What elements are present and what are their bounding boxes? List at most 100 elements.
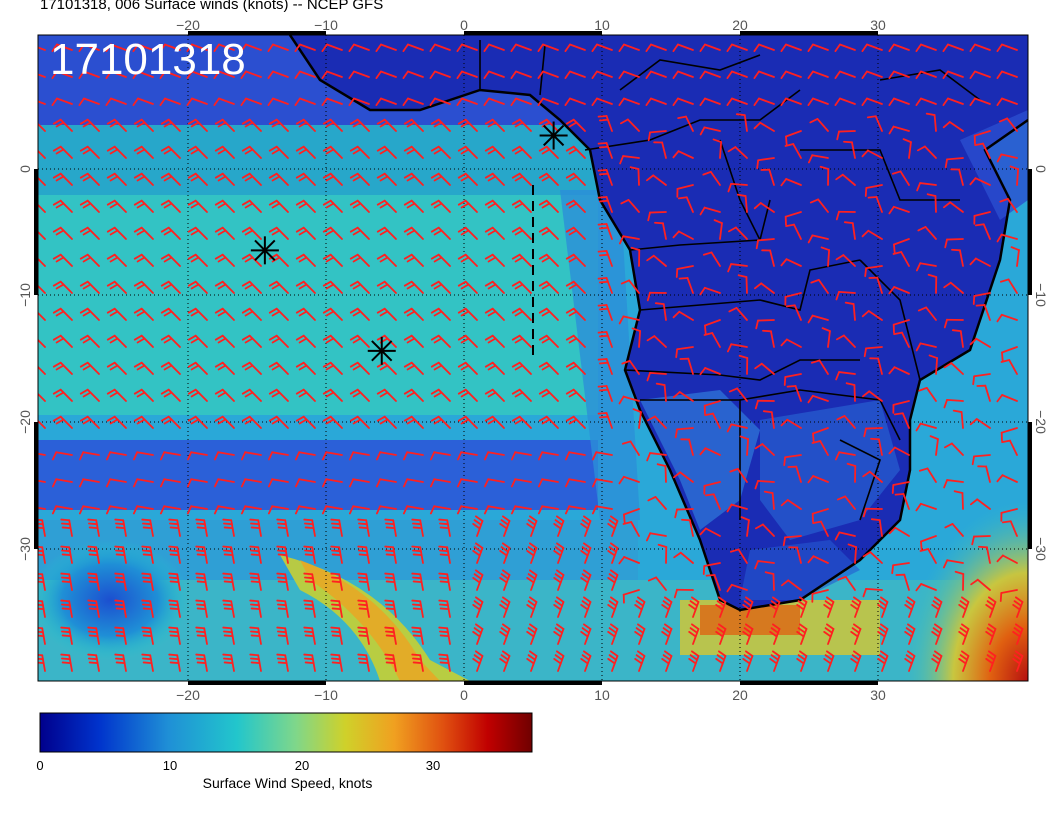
- wind-barb: [788, 546, 802, 564]
- wind-barb: [728, 387, 748, 402]
- wind-barb: [672, 70, 694, 79]
- wind-barb: [106, 280, 127, 294]
- wind-barb: [303, 599, 316, 618]
- wind-barb: [168, 572, 181, 591]
- wind-barb: [680, 438, 694, 456]
- wind-barb: [969, 177, 991, 186]
- wind-barb: [761, 249, 775, 267]
- wind-barb: [429, 43, 451, 52]
- lat-tick-right-4: −30: [1033, 537, 1049, 561]
- wind-barb: [834, 451, 856, 461]
- wind-barb: [430, 334, 451, 348]
- wind-barb: [303, 653, 316, 672]
- wind-barb: [688, 650, 700, 672]
- wind-barb: [214, 307, 235, 321]
- wind-barb: [996, 554, 1018, 564]
- wind-barb: [597, 412, 613, 429]
- wind-barb: [376, 253, 397, 267]
- lon-tick-bottom-6: 30: [870, 687, 886, 703]
- lon-tick-bottom-5: 20: [732, 687, 748, 703]
- wind-barb: [850, 596, 862, 618]
- wind-barb: [811, 508, 829, 523]
- wind-barb: [702, 170, 721, 186]
- wind-barb: [699, 97, 721, 106]
- wind-barb: [214, 415, 235, 429]
- wind-barb: [785, 304, 802, 321]
- wind-barb: [403, 361, 424, 375]
- wind-barb: [132, 70, 154, 79]
- wind-barb: [780, 258, 802, 267]
- wind-barb: [769, 623, 781, 645]
- wind-barb: [655, 382, 667, 402]
- wind-barb: [510, 70, 532, 79]
- wind-barb: [699, 126, 721, 136]
- wind-barb: [785, 130, 802, 146]
- wind-barb: [321, 70, 343, 79]
- wind-barb: [457, 361, 478, 375]
- coastlines: [288, 35, 1028, 612]
- wind-barb: [969, 418, 991, 429]
- wind-barb: [888, 286, 910, 295]
- wind-barb: [457, 199, 478, 213]
- wind-barb: [699, 206, 721, 216]
- lon-tick-bottom-3: 0: [460, 687, 468, 703]
- wind-barb: [105, 43, 127, 52]
- wind-barb: [836, 130, 856, 141]
- wind-barb: [975, 304, 991, 321]
- wind-barb: [915, 342, 937, 352]
- wind-barb: [295, 145, 316, 159]
- wind-barb: [634, 623, 646, 645]
- wind-barb: [942, 70, 964, 79]
- wind-barb: [357, 626, 370, 645]
- wind-barb: [484, 280, 505, 294]
- wind-barb: [861, 97, 883, 106]
- wind-barb: [484, 118, 505, 132]
- wind-barb: [754, 523, 775, 537]
- colorbar: [39, 712, 533, 753]
- wind-barb: [672, 391, 694, 402]
- wind-barb: [645, 43, 667, 52]
- wind-barb: [978, 545, 991, 564]
- wind-barb: [484, 199, 505, 213]
- wind-barb: [186, 70, 208, 79]
- wind-barb: [688, 596, 700, 618]
- wind-barb: [888, 205, 910, 215]
- wind-barb: [52, 388, 73, 402]
- wind-barb: [187, 280, 208, 294]
- wind-barb: [195, 572, 208, 591]
- wind-barb: [268, 199, 289, 213]
- wind-barb: [60, 626, 73, 645]
- wind-barb: [943, 479, 964, 489]
- wind-barb: [565, 226, 586, 240]
- wind-barb: [807, 43, 829, 52]
- wind-barb: [703, 332, 721, 348]
- lon-tick-bottom-4: 10: [594, 687, 610, 703]
- wind-barb: [106, 388, 127, 402]
- wind-barb: [141, 626, 154, 645]
- wind-barb: [295, 199, 316, 213]
- wind-barb: [106, 199, 127, 213]
- wind-barb: [52, 145, 73, 159]
- wind-barb: [133, 415, 154, 429]
- wind-barb: [756, 157, 775, 170]
- wind-barb: [484, 334, 505, 348]
- wind-barb: [60, 518, 73, 537]
- wind-barb: [943, 201, 964, 213]
- wind-barb: [376, 145, 397, 159]
- wind-barb: [580, 650, 592, 672]
- wind-barb: [52, 172, 73, 186]
- wind-barb: [241, 307, 262, 321]
- wind-barb: [646, 371, 667, 382]
- wind-barb: [753, 43, 775, 52]
- wind-barb: [295, 253, 316, 267]
- wind-barb: [846, 462, 857, 483]
- wind-barb: [969, 97, 991, 106]
- wind-barb: [411, 653, 424, 672]
- wind-barb: [973, 130, 991, 145]
- wind-barb: [214, 199, 235, 213]
- wind-barb: [834, 43, 856, 52]
- wind-barb: [973, 211, 991, 225]
- wind-barb: [499, 569, 511, 591]
- wind-barb: [781, 579, 802, 591]
- lon-tick-top-5: 20: [732, 17, 748, 33]
